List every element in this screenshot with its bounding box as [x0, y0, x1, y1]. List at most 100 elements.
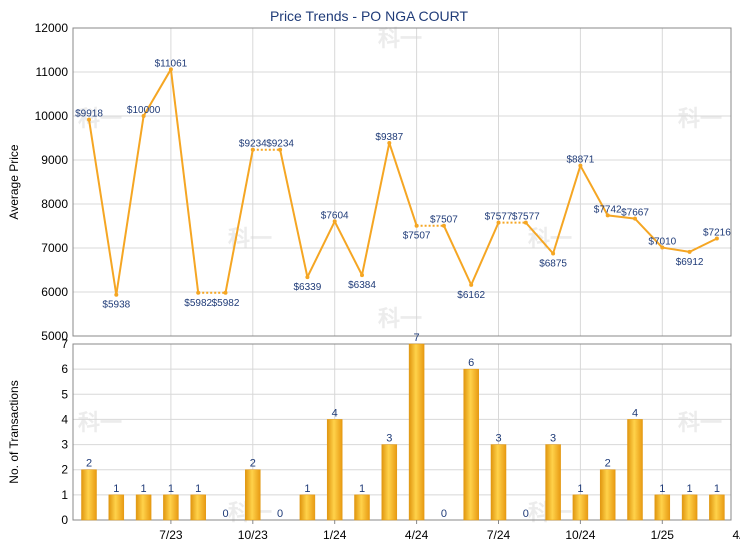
- transactions-data-label: 0: [222, 508, 228, 520]
- transactions-data-label: 6: [468, 357, 474, 369]
- transactions-plot-frame: [72, 343, 732, 521]
- price-line-segment: [88, 119, 118, 295]
- price-data-labels: $9918 $5938 $10000 $11061 $5982 $5982 $9234 $92…: [75, 58, 731, 310]
- transactions-bar: [654, 494, 671, 521]
- transactions-data-labels: 2 1 1 1 1 0 2 0 1 4 1 3 7 0 6 3 0 3 1 2 4 1 1 1: [86, 332, 720, 520]
- transactions-y-tick-label: 5: [61, 387, 68, 401]
- transactions-bar: [599, 469, 616, 521]
- transactions-data-label: 1: [195, 483, 201, 495]
- price-data-label: $7507: [403, 231, 431, 242]
- transactions-data-label: 1: [659, 483, 665, 495]
- price-y-tick-label: 10000: [35, 109, 69, 123]
- price-line-segment: [607, 214, 636, 220]
- price-point: [305, 275, 310, 280]
- transactions-bar: [408, 343, 425, 521]
- transactions-data-label: 1: [577, 483, 583, 495]
- transactions-data-label: 1: [113, 483, 119, 495]
- watermark: 科一: [678, 411, 722, 436]
- transactions-bars: [81, 343, 725, 521]
- transactions-y-tick-label: 7: [61, 337, 68, 351]
- price-data-label: $6162: [457, 290, 485, 301]
- price-data-label: $5938: [102, 300, 130, 311]
- watermark: 科一: [78, 107, 122, 132]
- price-plot-frame: [72, 27, 732, 337]
- transactions-data-label: 3: [495, 433, 501, 445]
- transactions-data-label: 3: [386, 433, 392, 445]
- watermark: 科一: [378, 307, 422, 332]
- price-data-label: $11061: [155, 58, 188, 69]
- transactions-y-tick-label: 6: [61, 362, 68, 376]
- transactions-y-tick-label: 0: [61, 513, 68, 527]
- price-data-label: $5982: [212, 298, 240, 309]
- transactions-bar: [108, 494, 125, 521]
- price-line-segment: [442, 225, 473, 286]
- price-y-tick-label: 12000: [35, 21, 69, 35]
- transactions-bar: [681, 494, 698, 521]
- transactions-y-tick-label: 1: [61, 488, 68, 502]
- price-point: [332, 219, 337, 224]
- price-point: [360, 273, 364, 278]
- transactions-data-label: 7: [414, 332, 420, 344]
- price-data-label: $7010: [648, 237, 676, 248]
- transactions-bar: [81, 469, 97, 521]
- price-data-label: $7216: [703, 227, 731, 238]
- transactions-data-label: 0: [523, 508, 529, 520]
- price-y-tick-label: 11000: [36, 65, 69, 79]
- price-data-label: $9918: [75, 109, 103, 120]
- transactions-data-label: 1: [714, 483, 720, 495]
- transactions-data-label: 0: [277, 508, 283, 520]
- price-point: [250, 147, 255, 152]
- transactions-data-label: 1: [359, 483, 365, 495]
- transactions-y-tick-label: 2: [61, 463, 68, 477]
- x-tick-label: 1/24: [323, 528, 347, 542]
- price-line-segment: [169, 69, 200, 293]
- price-point: [551, 251, 556, 256]
- price-y-tick-label: 9000: [41, 153, 68, 167]
- transactions-bar: [490, 444, 507, 521]
- price-point: [114, 292, 119, 297]
- x-tick-label: 7/23: [159, 528, 183, 542]
- transactions-data-label: 4: [632, 407, 638, 419]
- price-line-segment: [634, 217, 664, 249]
- transactions-bar: [381, 444, 398, 521]
- transactions-data-label: 4: [332, 407, 338, 419]
- watermark: 科一: [78, 411, 122, 436]
- x-axis-ticks: 7/23 10/23 1/24 4/24 7/24 10/24 1/25 4/25: [159, 520, 740, 542]
- price-point: [141, 114, 146, 118]
- transactions-data-label: 0: [441, 508, 447, 520]
- price-line-segment: [279, 149, 309, 278]
- price-data-label: $5982: [184, 298, 212, 309]
- price-point: [168, 67, 173, 72]
- price-data-label: $6339: [293, 282, 321, 293]
- transactions-y-tick-label: 4: [61, 412, 68, 426]
- price-data-label: $8871: [566, 155, 594, 166]
- price-point: [660, 245, 665, 250]
- price-grid: [73, 27, 731, 337]
- transactions-bar: [627, 419, 643, 521]
- x-tick-label: 10/23: [238, 528, 268, 542]
- price-point: [633, 216, 637, 221]
- price-data-label: $7577: [512, 212, 540, 223]
- transactions-bar: [245, 469, 261, 521]
- price-line-series: [87, 67, 719, 297]
- price-data-label: $6875: [539, 259, 567, 270]
- transactions-bar: [163, 494, 179, 521]
- price-point: [278, 147, 283, 152]
- transactions-bar: [463, 368, 479, 521]
- transactions-data-label: 2: [605, 458, 611, 470]
- transactions-bar: [299, 494, 316, 521]
- transactions-bar: [354, 494, 370, 521]
- price-y-axis-title: Average Price: [7, 144, 21, 219]
- price-line-segment: [115, 115, 145, 295]
- transactions-data-label: 3: [550, 433, 556, 445]
- transactions-data-label: 2: [250, 458, 256, 470]
- transactions-data-label: 1: [687, 483, 693, 495]
- price-data-label: $9234: [239, 139, 267, 150]
- chart-title: Price Trends - PO NGA COURT: [270, 8, 469, 24]
- price-point: [714, 236, 719, 241]
- price-data-label: $6384: [348, 280, 376, 291]
- transactions-bar: [545, 444, 561, 521]
- price-point: [605, 213, 610, 218]
- price-point: [414, 223, 419, 228]
- price-line-segment: [388, 142, 418, 227]
